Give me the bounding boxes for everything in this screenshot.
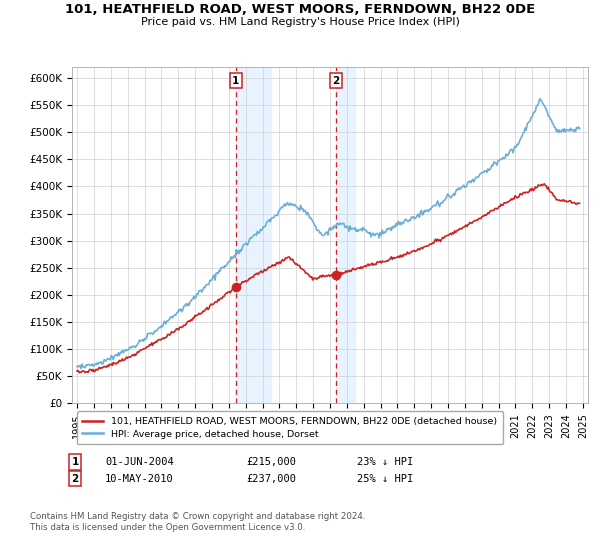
Text: 25% ↓ HPI: 25% ↓ HPI xyxy=(357,474,413,484)
Text: 1: 1 xyxy=(71,457,79,467)
Text: 10-MAY-2010: 10-MAY-2010 xyxy=(105,474,174,484)
Text: 23% ↓ HPI: 23% ↓ HPI xyxy=(357,457,413,467)
Text: Contains HM Land Registry data © Crown copyright and database right 2024.
This d: Contains HM Land Registry data © Crown c… xyxy=(30,512,365,532)
Text: £215,000: £215,000 xyxy=(246,457,296,467)
Legend: 101, HEATHFIELD ROAD, WEST MOORS, FERNDOWN, BH22 0DE (detached house), HPI: Aver: 101, HEATHFIELD ROAD, WEST MOORS, FERNDO… xyxy=(77,411,503,445)
Text: 2: 2 xyxy=(71,474,79,484)
Bar xyxy=(336,67,355,403)
Text: 2: 2 xyxy=(332,76,340,86)
Text: £237,000: £237,000 xyxy=(246,474,296,484)
Text: 101, HEATHFIELD ROAD, WEST MOORS, FERNDOWN, BH22 0DE: 101, HEATHFIELD ROAD, WEST MOORS, FERNDO… xyxy=(65,3,535,16)
Text: 01-JUN-2004: 01-JUN-2004 xyxy=(105,457,174,467)
Bar xyxy=(236,67,271,403)
Text: Price paid vs. HM Land Registry's House Price Index (HPI): Price paid vs. HM Land Registry's House … xyxy=(140,17,460,27)
Text: 1: 1 xyxy=(232,76,239,86)
